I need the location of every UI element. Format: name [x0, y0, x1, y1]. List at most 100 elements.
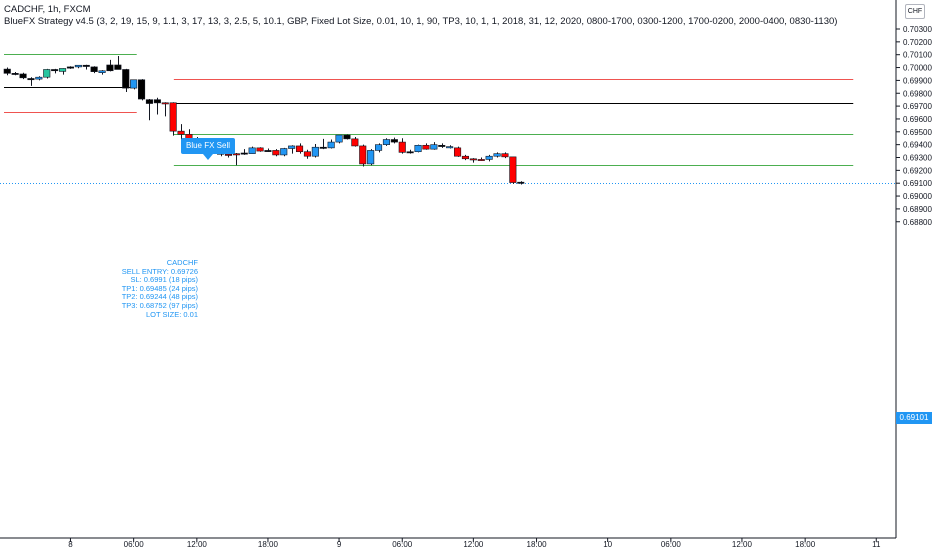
candle[interactable]	[280, 147, 288, 157]
time-tick-label: 8	[68, 540, 73, 549]
time-tick-label: 06:00	[124, 540, 145, 549]
candle[interactable]	[390, 137, 398, 144]
candle[interactable]	[335, 134, 343, 144]
candle-body	[327, 141, 335, 149]
candle[interactable]	[232, 153, 240, 166]
time-tick-label: 18:00	[795, 540, 816, 549]
candle[interactable]	[51, 68, 59, 74]
price-tick-label: 0.70200	[903, 38, 932, 47]
candle-body	[35, 76, 43, 80]
candle[interactable]	[493, 152, 501, 158]
candle[interactable]	[66, 66, 74, 69]
candle[interactable]	[161, 102, 169, 117]
candle[interactable]	[58, 68, 67, 75]
candle[interactable]	[469, 158, 477, 163]
candle-body	[319, 146, 327, 149]
candle[interactable]	[303, 149, 312, 159]
candle[interactable]	[319, 138, 327, 150]
candle[interactable]	[272, 149, 280, 157]
time-tick-label: 11	[872, 540, 881, 549]
candle[interactable]	[398, 138, 406, 154]
candle[interactable]	[295, 143, 304, 154]
candle[interactable]	[74, 64, 82, 69]
candle[interactable]	[406, 149, 414, 154]
time-tick-label: 12:00	[732, 540, 753, 549]
candle[interactable]	[501, 152, 509, 159]
candle[interactable]	[453, 146, 462, 157]
currency-badge[interactable]: CHF	[905, 4, 925, 19]
candle-body	[161, 102, 169, 105]
sell-signal-arrow-icon	[203, 154, 213, 160]
candle-body	[19, 73, 27, 79]
candle-body	[461, 155, 470, 160]
candle[interactable]	[90, 66, 98, 74]
candle[interactable]	[256, 147, 264, 152]
candle-body	[90, 66, 98, 72]
candle[interactable]	[98, 70, 106, 75]
price-tick-label: 0.69000	[903, 192, 932, 201]
candle[interactable]	[461, 154, 470, 161]
candle-body	[122, 69, 130, 89]
candle[interactable]	[19, 72, 27, 80]
candle-body	[288, 145, 296, 149]
candle[interactable]	[414, 144, 422, 153]
candle[interactable]	[130, 79, 138, 90]
candle-body	[359, 145, 367, 165]
candle[interactable]	[43, 68, 51, 79]
candle[interactable]	[509, 156, 517, 184]
candle[interactable]	[114, 55, 122, 70]
price-tick-label: 0.70000	[903, 64, 932, 73]
strategy-title: BlueFX Strategy v4.5 (3, 2, 19, 15, 9, 1…	[4, 16, 838, 27]
candle[interactable]	[138, 79, 146, 101]
candle[interactable]	[430, 142, 438, 150]
candle[interactable]	[311, 144, 319, 158]
candle[interactable]	[517, 181, 525, 185]
candle[interactable]	[422, 143, 430, 150]
candle[interactable]	[145, 99, 153, 121]
candle[interactable]	[374, 143, 383, 153]
candle-body	[517, 181, 525, 184]
candle[interactable]	[359, 144, 367, 167]
candle[interactable]	[248, 146, 256, 154]
candle[interactable]	[438, 143, 446, 148]
candle-body	[477, 159, 485, 161]
candle[interactable]	[82, 64, 90, 70]
candle-body	[311, 146, 319, 157]
candle[interactable]	[106, 59, 114, 72]
candle[interactable]	[264, 148, 272, 152]
candle-body	[414, 144, 422, 153]
price-tick-label: 0.69200	[903, 166, 932, 175]
candle[interactable]	[27, 77, 35, 86]
time-tick-label: 12:00	[463, 540, 484, 549]
candle[interactable]	[35, 76, 43, 81]
candle[interactable]	[367, 149, 375, 166]
time-tick-label: 06:00	[661, 540, 682, 549]
candle[interactable]	[153, 97, 161, 115]
candle-body	[240, 152, 248, 155]
candle-body	[509, 156, 517, 183]
candle-body	[422, 144, 430, 150]
trade-info-block: CADCHF SELL ENTRY: 0.69726 SL: 0.6991 (1…	[121, 258, 198, 319]
candle-body	[248, 147, 256, 154]
candle[interactable]	[169, 102, 177, 136]
candle[interactable]	[382, 138, 391, 146]
candle[interactable]	[3, 67, 11, 76]
candle[interactable]	[288, 145, 296, 154]
price-tick-label: 0.69500	[903, 128, 932, 137]
candle[interactable]	[485, 154, 493, 162]
info-line: TP3: 0.68752 (97 pips)	[121, 300, 198, 310]
candle[interactable]	[122, 68, 130, 92]
time-tick-label: 10	[603, 540, 612, 549]
candle-body	[272, 150, 280, 156]
candle[interactable]	[343, 134, 351, 140]
candle[interactable]	[446, 145, 454, 149]
candle[interactable]	[351, 136, 359, 147]
candle[interactable]	[240, 149, 248, 155]
candle[interactable]	[11, 72, 19, 76]
time-tick-label: 9	[337, 540, 342, 549]
candle-body	[335, 134, 343, 143]
candle[interactable]	[327, 139, 335, 149]
candle[interactable]	[477, 157, 485, 161]
candle-body	[469, 158, 477, 161]
